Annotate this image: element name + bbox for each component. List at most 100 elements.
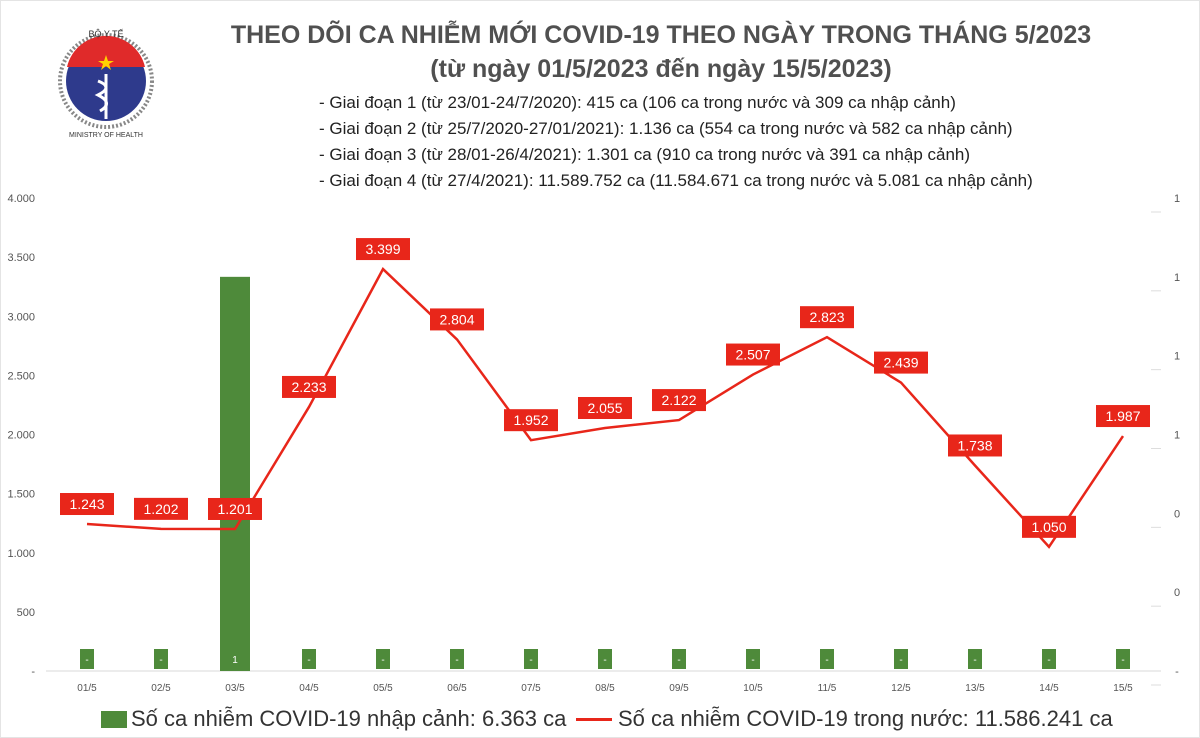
data-label-box [282,375,336,398]
x-axis-tick: 11/5 [818,683,837,694]
legend-bar-label: Số ca nhiễm COVID-19 nhập cảnh: 6.363 ca [131,706,567,731]
data-label-box [60,493,114,516]
bar-label: - [899,655,902,666]
x-axis-tick: 01/5 [77,683,97,694]
data-label-box [874,351,928,374]
data-label: 1.201 [217,501,252,517]
right-axis-tick: 1 [1174,193,1180,205]
phase-3: - Giai đoạn 3 (từ 28/01-26/4/2021): 1.30… [319,145,971,164]
legend-line-label: Số ca nhiễm COVID-19 trong nước: 11.586.… [618,706,1113,731]
data-label-box [504,409,558,432]
data-label-box [430,308,484,331]
chart-title: THEO DÕI CA NHIỄM MỚI COVID-19 THEO NGÀY… [230,21,1092,49]
phase-1: - Giai đoạn 1 (từ 23/01-24/7/2020): 415 … [319,93,956,112]
x-axis-tick: 05/5 [373,683,393,694]
left-axis-tick: 3.000 [7,311,35,323]
legend-bar: Số ca nhiễm COVID-19 nhập cảnh: 6.363 ca [101,706,566,732]
x-axis-tick: 08/5 [595,683,615,694]
left-axis-tick: 500 [17,607,35,619]
bar-label: - [751,655,754,666]
data-label-box [1096,405,1150,428]
bar-label-box [746,649,760,669]
bar-label-box [228,649,242,669]
right-axis-tick: 1 [1174,351,1180,363]
bar-label: - [307,655,310,666]
data-label: 1.243 [69,496,104,512]
bar-label-box [820,649,834,669]
svg-text:BỘ Y TẾ: BỘ Y TẾ [88,29,123,39]
bar-label-box [1116,649,1130,669]
bar-label: - [529,655,532,666]
bar-label: - [85,655,88,666]
left-axis-tick: 2.000 [7,430,35,442]
bar-label-box [968,649,982,669]
bar-label: - [159,655,162,666]
right-axis-tick: 1 [1174,272,1180,284]
data-label: 2.439 [883,355,918,371]
bar-label: - [677,655,680,666]
bar-label-box [376,649,390,669]
data-label: 3.399 [365,241,400,257]
x-axis-tick: 15/5 [1113,683,1133,694]
data-label: 2.233 [291,379,326,395]
data-label: 2.055 [587,400,622,416]
data-label: 1.987 [1105,408,1140,424]
data-label-box [726,343,780,366]
data-label: 2.507 [735,347,770,363]
data-label: 2.823 [809,309,844,325]
right-axis-tick: 1 [1174,430,1180,442]
left-axis-tick: - [31,666,35,678]
bar-label-box [598,649,612,669]
plot-area: - 500 1.000 1.500 2.000 2.500 3.000 3.500 4.000 -… [7,193,1180,694]
bar-label-box [524,649,538,669]
svg-text:MINISTRY OF HEALTH: MINISTRY OF HEALTH [69,132,143,139]
data-label-box [1022,515,1076,538]
left-axis-tick: 3.500 [7,252,35,264]
data-label-box [800,306,854,329]
bar-label-box [672,649,686,669]
right-axis-tick: 0 [1174,587,1180,599]
left-axis-tick: 4.000 [7,193,35,205]
ministry-logo: BỘ Y TẾ MINISTRY OF HEALTH [58,29,154,139]
bar-label: - [1047,655,1050,666]
right-axis-tick: - [1175,666,1179,678]
bar-label-box [1042,649,1056,669]
legend-bar-swatch [101,710,127,728]
bar-label: - [603,655,606,666]
data-label: 2.804 [439,311,474,327]
bar-label-box [302,649,316,669]
bar-label: - [381,655,384,666]
x-axis-tick: 03/5 [225,683,245,694]
bar-label: - [455,655,458,666]
x-axis-tick: 13/5 [965,683,985,694]
bar-label-box [450,649,464,669]
bar-label: 1 [232,655,238,666]
x-axis-tick: 09/5 [669,683,689,694]
data-label-box [652,389,706,412]
data-label: 1.952 [513,412,548,428]
data-label-box [356,238,410,261]
left-axis-tick: 1.500 [7,489,35,501]
chart-subtitle: (từ ngày 01/5/2023 đến ngày 15/5/2023) [430,55,892,83]
bar-label: - [973,655,976,666]
data-label-box [134,497,188,520]
phase-2: - Giai đoạn 2 (từ 25/7/2020-27/01/2021):… [319,119,1013,138]
bar-label: - [1121,655,1124,666]
legend-line-swatch [576,717,612,721]
bar-label-box [154,649,168,669]
data-label-box [578,396,632,419]
x-axis-tick: 10/5 [743,683,763,694]
bar-label: - [825,655,828,666]
x-axis-tick: 14/5 [1039,683,1059,694]
bar-label-box [80,649,94,669]
bar-label-box [894,649,908,669]
x-axis-tick: 06/5 [447,683,467,694]
data-label-box [208,497,262,520]
data-label-box [948,434,1002,457]
x-axis-tick: 04/5 [299,683,319,694]
left-axis-tick: 2.500 [7,370,35,382]
x-axis-tick: 07/5 [521,683,541,694]
right-axis-tick: 0 [1174,508,1180,520]
data-label: 2.122 [661,392,696,408]
